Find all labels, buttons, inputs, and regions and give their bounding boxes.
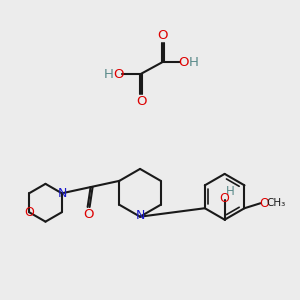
Text: O: O [83, 208, 94, 221]
Text: N: N [135, 209, 145, 222]
Text: O: O [24, 206, 34, 219]
Text: O: O [220, 192, 230, 205]
Text: H: H [226, 185, 235, 198]
Text: O: O [113, 68, 123, 81]
Text: O: O [136, 95, 146, 108]
Text: O: O [158, 29, 168, 42]
Text: H: H [103, 68, 113, 81]
Text: CH₃: CH₃ [267, 198, 286, 208]
Text: O: O [178, 56, 189, 69]
Text: H: H [189, 56, 199, 69]
Text: N: N [58, 187, 68, 200]
Text: O: O [260, 197, 269, 210]
